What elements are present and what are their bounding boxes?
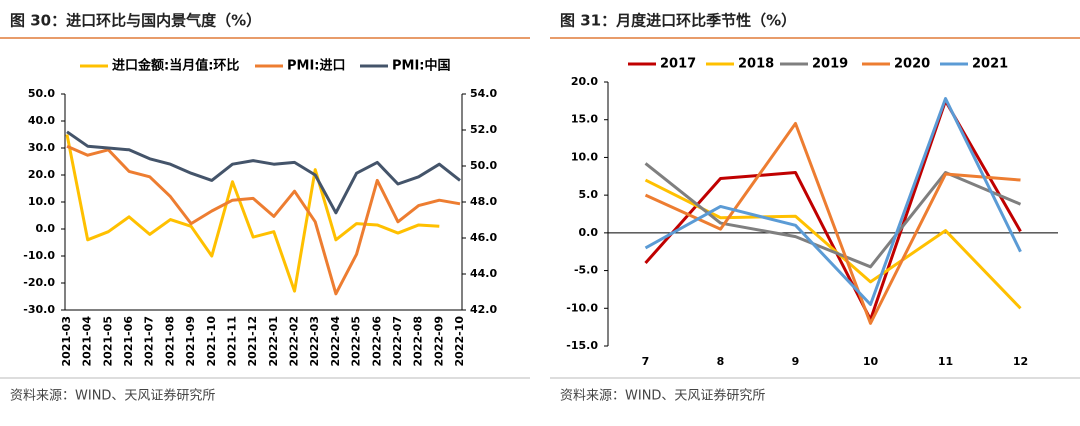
legend-label: PMI:进口 — [287, 59, 346, 74]
x-tick-label: 2022-01 — [267, 316, 280, 367]
x-tick-label: 2022-05 — [350, 316, 363, 367]
series-line — [644, 97, 1022, 307]
legend-label: 2021 — [972, 57, 1008, 72]
series-line — [644, 121, 1021, 325]
legend-label: PMI:中国 — [392, 58, 451, 74]
x-tick-label: 2021-04 — [81, 316, 94, 367]
y-tick-label: -10.0 — [23, 249, 55, 262]
legend-label: 2017 — [660, 57, 696, 72]
x-tick-label: 2022-06 — [370, 316, 383, 367]
x-tick-label: 9 — [792, 355, 800, 368]
x-tick-label: 2022-03 — [308, 316, 321, 367]
x-tick-label: 2021-09 — [184, 316, 197, 367]
x-tick-label: 10 — [863, 355, 879, 368]
y-tick-label: 10.0 — [571, 150, 598, 163]
x-tick-label: 2022-02 — [288, 316, 301, 367]
y2-tick-label: 44.0 — [470, 267, 497, 280]
y-tick-label: 15.0 — [571, 113, 598, 126]
x-tick-label: 2022-08 — [412, 316, 425, 367]
x-tick-label: 7 — [642, 355, 650, 368]
x-tick-label: 2022-09 — [432, 316, 445, 367]
y2-tick-label: 50.0 — [470, 159, 497, 172]
x-tick-label: 2022-07 — [391, 316, 404, 367]
y-tick-label: -30.0 — [23, 303, 55, 316]
x-tick-label: 2022-04 — [329, 316, 342, 367]
y-tick-label: 30.0 — [28, 141, 55, 154]
x-tick-label: 11 — [938, 355, 953, 368]
y-tick-label: -5.0 — [574, 264, 598, 277]
y-tick-label: 5.0 — [579, 188, 599, 201]
x-tick-label: 2021-10 — [205, 316, 218, 367]
x-tick-label: 2021-06 — [122, 316, 135, 367]
y-tick-label: 40.0 — [28, 114, 55, 127]
x-tick-label: 12 — [1013, 355, 1028, 368]
y2-tick-label: 42.0 — [470, 303, 497, 316]
y2-tick-label: 46.0 — [470, 231, 497, 244]
x-tick-label: 2021-03 — [60, 316, 73, 367]
x-tick-label: 2021-05 — [101, 316, 114, 367]
y-tick-label: -20.0 — [23, 276, 55, 289]
series-line — [65, 134, 440, 293]
source-note: 资料来源：WIND、天风证券研究所 — [560, 388, 765, 404]
y2-tick-label: 54.0 — [470, 87, 497, 100]
legend-label: 进口金额:当月值:环比 — [112, 58, 239, 74]
legend-label: 2020 — [894, 57, 930, 72]
y-tick-label: -15.0 — [566, 339, 598, 352]
legend-label: 2019 — [812, 57, 848, 72]
x-tick-label: 8 — [717, 355, 725, 368]
x-tick-label: 2021-07 — [143, 316, 156, 367]
y-tick-label: 10.0 — [28, 195, 55, 208]
x-tick-label: 2021-12 — [246, 316, 259, 367]
source-note: 资料来源：WIND、天风证券研究所 — [10, 388, 215, 404]
x-tick-label: 2021-11 — [225, 316, 238, 367]
y-tick-label: 50.0 — [28, 87, 55, 100]
series-line — [66, 144, 461, 296]
series-line — [66, 130, 461, 215]
y-tick-label: -10.0 — [566, 301, 598, 314]
x-tick-label: 2021-08 — [163, 316, 176, 367]
y-tick-label: 0.0 — [36, 222, 56, 235]
chart-title: 图 31：月度进口环比季节性（%） — [560, 12, 796, 30]
legend-label: 2018 — [738, 57, 774, 72]
y2-tick-label: 48.0 — [470, 195, 497, 208]
y2-tick-label: 52.0 — [470, 123, 497, 136]
chart-title: 图 30：进口环比与国内景气度（%） — [10, 12, 261, 30]
y-tick-label: 20.0 — [28, 168, 55, 181]
y-tick-label: 0.0 — [579, 226, 599, 239]
y-tick-label: 20.0 — [571, 75, 598, 88]
x-tick-label: 2022-10 — [453, 316, 466, 367]
